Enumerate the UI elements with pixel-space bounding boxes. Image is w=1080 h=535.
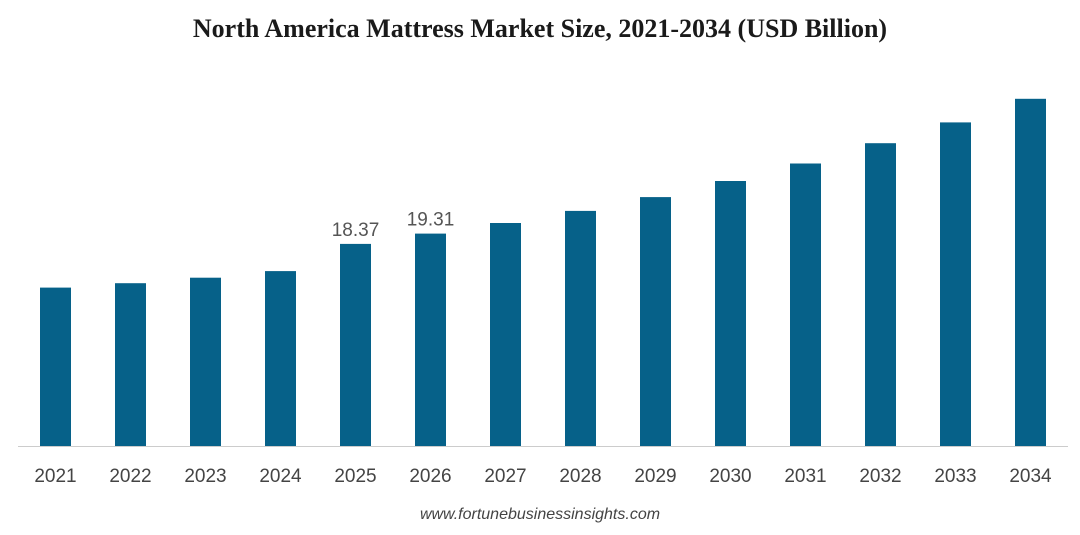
x-tick-label: 2033 bbox=[934, 466, 976, 487]
bar-2029 bbox=[640, 197, 671, 446]
x-tick-label: 2025 bbox=[334, 466, 376, 487]
bar-2024 bbox=[265, 271, 296, 446]
bar-2033 bbox=[940, 122, 971, 447]
bar-2022 bbox=[115, 283, 146, 446]
x-tick-label: 2023 bbox=[184, 466, 226, 487]
x-tick-label: 2027 bbox=[484, 466, 526, 487]
bar-2031 bbox=[790, 163, 821, 446]
x-tick-label: 2031 bbox=[784, 466, 826, 487]
bar-2027 bbox=[490, 223, 521, 446]
x-tick-label: 2029 bbox=[634, 466, 676, 487]
x-tick-label: 2032 bbox=[859, 466, 901, 487]
bar-2025 bbox=[340, 243, 371, 446]
x-tick-label: 2034 bbox=[1009, 466, 1052, 487]
x-tick-label: 2030 bbox=[709, 466, 751, 487]
bar-2032 bbox=[865, 143, 896, 446]
bar-2034 bbox=[1015, 98, 1046, 447]
x-tick-label: 2026 bbox=[409, 466, 451, 487]
bar-2030 bbox=[715, 181, 746, 446]
x-tick-label: 2024 bbox=[259, 466, 302, 487]
chart-title: North America Mattress Market Size, 2021… bbox=[192, 14, 888, 43]
bar-chart: 2021 2022 2023 2024 2025 2026 2027 2028 2029 2030… bbox=[18, 98, 1068, 487]
bar-2021 bbox=[40, 287, 71, 446]
x-tick-label: 2028 bbox=[559, 466, 601, 487]
source-watermark: www.fortunebusinessinsights.com bbox=[419, 506, 661, 523]
x-tick-label: 2022 bbox=[109, 466, 151, 487]
x-tick-label: 2021 bbox=[34, 466, 76, 487]
data-label-2026: 19.31 bbox=[407, 210, 455, 231]
bar-2028 bbox=[565, 210, 596, 446]
bar-2023 bbox=[190, 277, 221, 446]
data-label-2025: 18.37 bbox=[332, 220, 380, 241]
bar-2026 bbox=[415, 233, 446, 446]
